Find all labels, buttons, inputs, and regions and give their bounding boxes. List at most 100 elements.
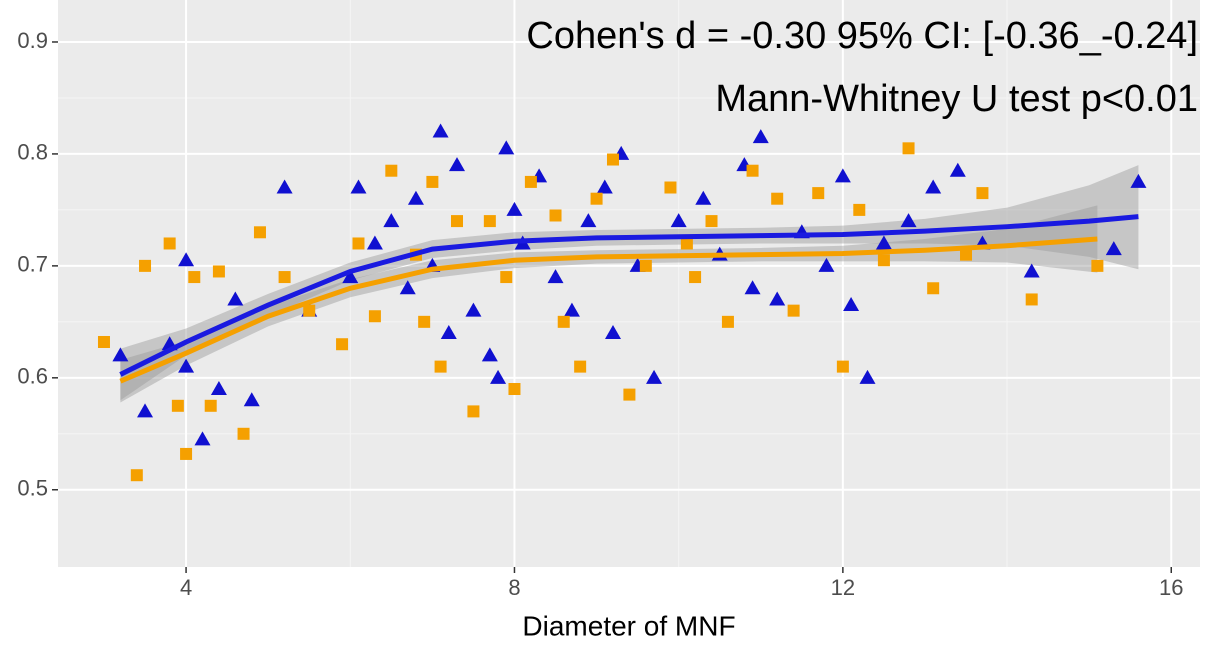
point — [137, 403, 154, 418]
point — [877, 254, 890, 267]
point — [721, 315, 734, 328]
point — [171, 399, 184, 412]
point — [350, 179, 367, 194]
point — [227, 291, 244, 306]
point — [771, 192, 784, 205]
point — [689, 271, 702, 284]
point — [639, 259, 652, 272]
point — [368, 310, 381, 323]
y-tick-label: 0.9 — [17, 28, 48, 53]
point — [383, 213, 400, 228]
point — [1105, 241, 1122, 256]
point — [925, 179, 942, 194]
point — [407, 190, 424, 205]
point — [680, 237, 693, 250]
point — [590, 192, 603, 205]
point — [524, 175, 537, 188]
point — [949, 162, 966, 177]
smooth-line — [119, 236, 1098, 384]
confidence-band — [120, 165, 1139, 401]
point — [836, 360, 849, 373]
point — [336, 338, 349, 351]
point — [276, 179, 293, 194]
y-tick-label: 0.8 — [17, 140, 48, 165]
point — [97, 335, 110, 348]
point — [902, 142, 915, 155]
point — [253, 226, 266, 239]
point — [385, 164, 398, 177]
point — [818, 257, 835, 272]
point — [418, 315, 431, 328]
point — [547, 269, 564, 284]
point — [178, 252, 195, 267]
point — [900, 213, 917, 228]
x-tick-label: 8 — [508, 575, 520, 600]
y-tick-label: 0.5 — [17, 476, 48, 501]
point — [237, 427, 250, 440]
point — [188, 271, 201, 284]
point — [130, 469, 143, 482]
point — [112, 347, 129, 362]
point — [623, 388, 636, 401]
point — [705, 215, 718, 228]
point — [1025, 293, 1038, 306]
point — [465, 302, 482, 317]
point — [481, 347, 498, 362]
y-tick-label: 0.6 — [17, 364, 48, 389]
point — [342, 269, 359, 284]
x-axis-label: Diameter of MNF — [522, 610, 735, 641]
point — [194, 431, 211, 446]
point — [506, 201, 523, 216]
point — [204, 399, 217, 412]
point — [399, 280, 416, 295]
point — [434, 360, 447, 373]
x-tick-label: 12 — [831, 575, 855, 600]
point — [606, 153, 619, 166]
point — [210, 381, 227, 396]
point — [490, 369, 507, 384]
point — [812, 187, 825, 200]
point — [604, 325, 621, 340]
point — [875, 235, 892, 250]
point — [1023, 263, 1040, 278]
point — [139, 259, 152, 272]
point — [744, 280, 761, 295]
point — [449, 157, 466, 172]
point — [670, 213, 687, 228]
x-tick-label: 4 — [180, 575, 192, 600]
point — [769, 291, 786, 306]
point — [498, 140, 515, 155]
point — [960, 248, 973, 261]
point — [580, 213, 597, 228]
point — [596, 179, 613, 194]
point — [927, 282, 940, 295]
point — [557, 315, 570, 328]
point — [483, 215, 496, 228]
point — [432, 123, 449, 138]
point — [500, 271, 513, 284]
point — [563, 302, 580, 317]
point — [1091, 259, 1104, 272]
annotation: Mann-Whitney U test p<0.01 — [715, 78, 1198, 120]
point — [243, 392, 260, 407]
annotation: Cohen's d = -0.30 95% CI: [-0.36_-0.24] — [526, 15, 1198, 57]
point — [664, 181, 677, 194]
point — [549, 209, 562, 222]
point — [695, 190, 712, 205]
point — [1130, 173, 1147, 188]
point — [787, 304, 800, 317]
point — [278, 271, 291, 284]
smooth-line — [119, 214, 1139, 377]
point — [843, 297, 860, 312]
point — [163, 237, 176, 250]
point — [440, 325, 457, 340]
point — [508, 383, 521, 396]
panel — [58, 0, 1200, 567]
point — [646, 369, 663, 384]
point — [212, 265, 225, 278]
point — [746, 164, 759, 177]
point — [467, 405, 480, 418]
point — [178, 358, 195, 373]
point — [303, 304, 316, 317]
